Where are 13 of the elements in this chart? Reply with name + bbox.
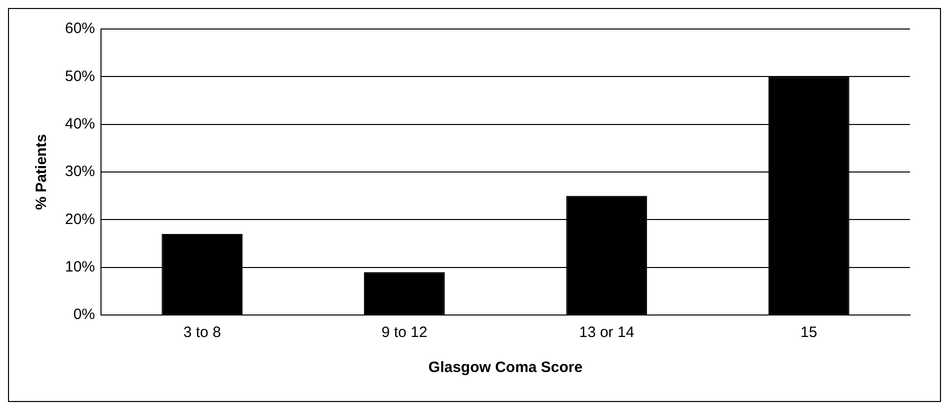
- y-tick-label: 50%: [64, 68, 96, 85]
- x-tick-label: 13 or 14: [579, 324, 634, 342]
- y-tick-label: 10%: [64, 258, 96, 276]
- y-tick-label: 40%: [64, 115, 96, 132]
- x-tick-label: 3 to 8: [183, 324, 221, 342]
- x-axis-title: Glasgow Coma Score: [428, 359, 583, 376]
- y-tick-label: 30%: [64, 163, 96, 180]
- x-tick-label: 15: [800, 324, 818, 342]
- y-tick-label: 20%: [64, 210, 96, 228]
- y-axis-title: % Patients: [33, 134, 50, 210]
- y-tick-label: 0%: [73, 306, 96, 324]
- y-tick-label: 60%: [64, 20, 96, 38]
- x-tick-label: 9 to 12: [381, 324, 428, 342]
